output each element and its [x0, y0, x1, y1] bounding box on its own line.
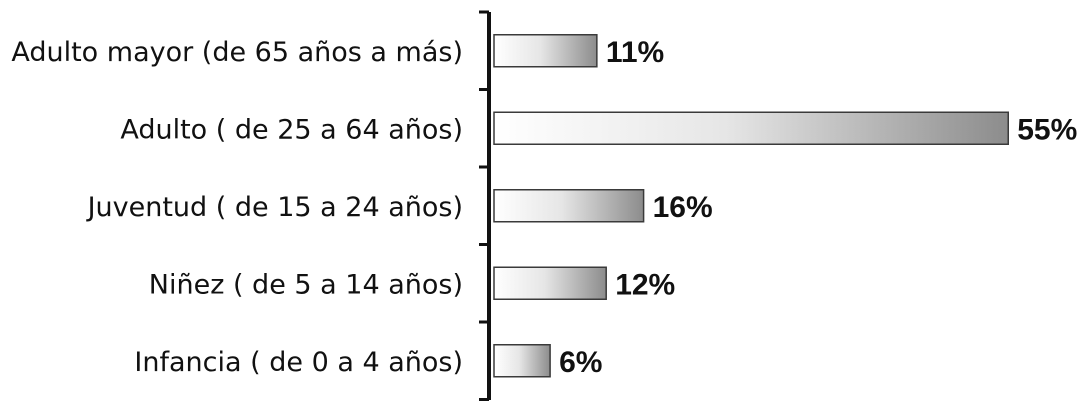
- bar: [493, 111, 1009, 145]
- category-label: Niñez ( de 5 a 14 años): [149, 269, 463, 300]
- value-labels: 11% 55% 16% 12% 6%: [559, 36, 1077, 379]
- value-label: 12%: [615, 268, 675, 301]
- value-label: 16%: [653, 191, 713, 224]
- value-label: 6%: [559, 346, 602, 379]
- category-label: Adulto mayor (de 65 años a más): [11, 37, 463, 68]
- value-label: 55%: [1017, 113, 1077, 146]
- bar-series: [493, 34, 1009, 378]
- bar: [493, 266, 607, 300]
- value-label: 11%: [606, 36, 664, 69]
- y-axis-ticks: [479, 10, 489, 401]
- category-label: Juventud ( de 15 a 24 años): [86, 192, 463, 223]
- category-label: Adulto ( de 25 a 64 años): [120, 114, 463, 145]
- category-labels: Adulto mayor (de 65 años a más) Adulto ( …: [11, 37, 463, 378]
- bar: [493, 34, 598, 68]
- bar: [493, 189, 645, 223]
- category-label: Infancia ( de 0 a 4 años): [134, 347, 463, 378]
- bar: [493, 344, 551, 378]
